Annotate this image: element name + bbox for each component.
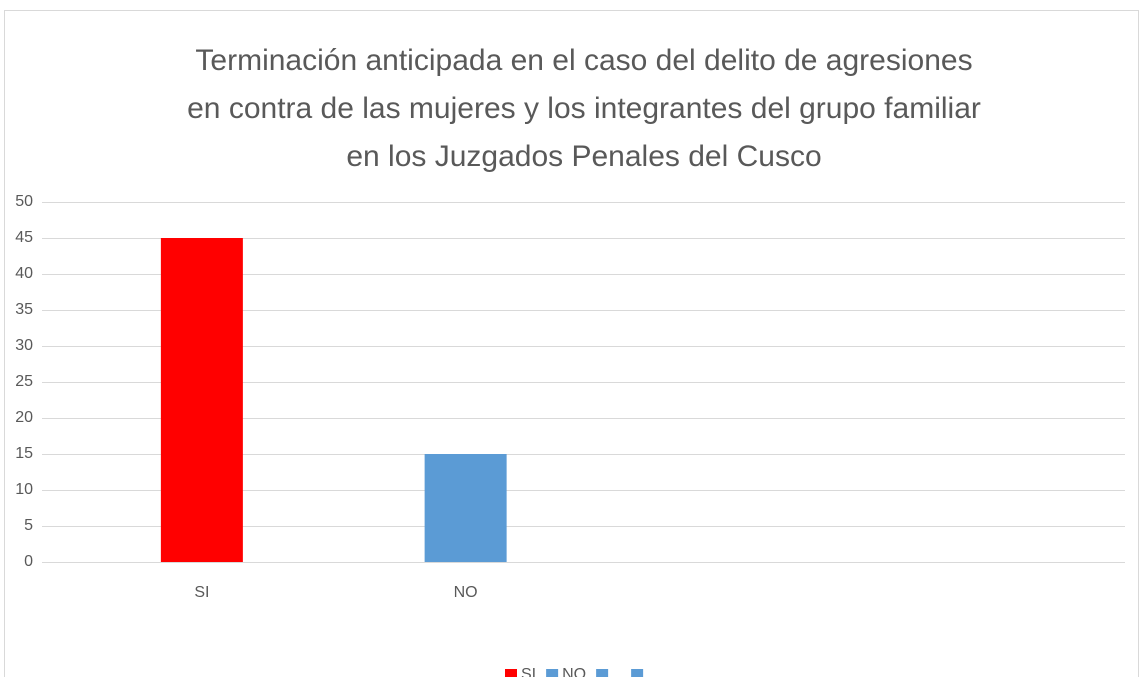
legend-label: SI — [521, 666, 536, 677]
legend-label: NO — [562, 666, 586, 677]
bar — [424, 454, 507, 562]
y-tick-label: 10 — [15, 481, 33, 498]
bar — [160, 238, 243, 562]
y-tick-label: 25 — [15, 373, 33, 390]
y-tick-label: 5 — [24, 517, 33, 534]
y-tick-label: 30 — [15, 337, 33, 354]
y-tick-label: 15 — [15, 445, 33, 462]
legend-swatch — [505, 669, 517, 677]
x-tick-label: SI — [194, 584, 209, 601]
legend-swatch — [546, 669, 559, 677]
y-tick-label: 35 — [15, 301, 33, 318]
y-tick-label: 45 — [15, 229, 33, 246]
chart-title: en los Juzgados Penales del Cusco — [346, 140, 821, 173]
legend-swatch — [596, 669, 609, 677]
chart-title: en contra de las mujeres y los integrant… — [187, 92, 981, 125]
y-tick-label: 20 — [15, 409, 33, 426]
y-tick-label: 0 — [24, 553, 33, 570]
y-tick-label: 50 — [15, 193, 33, 210]
x-tick-label: NO — [454, 584, 478, 601]
y-tick-label: 40 — [15, 265, 33, 282]
legend-swatch — [631, 669, 644, 677]
chart-title: Terminación anticipada en el caso del de… — [195, 44, 972, 77]
